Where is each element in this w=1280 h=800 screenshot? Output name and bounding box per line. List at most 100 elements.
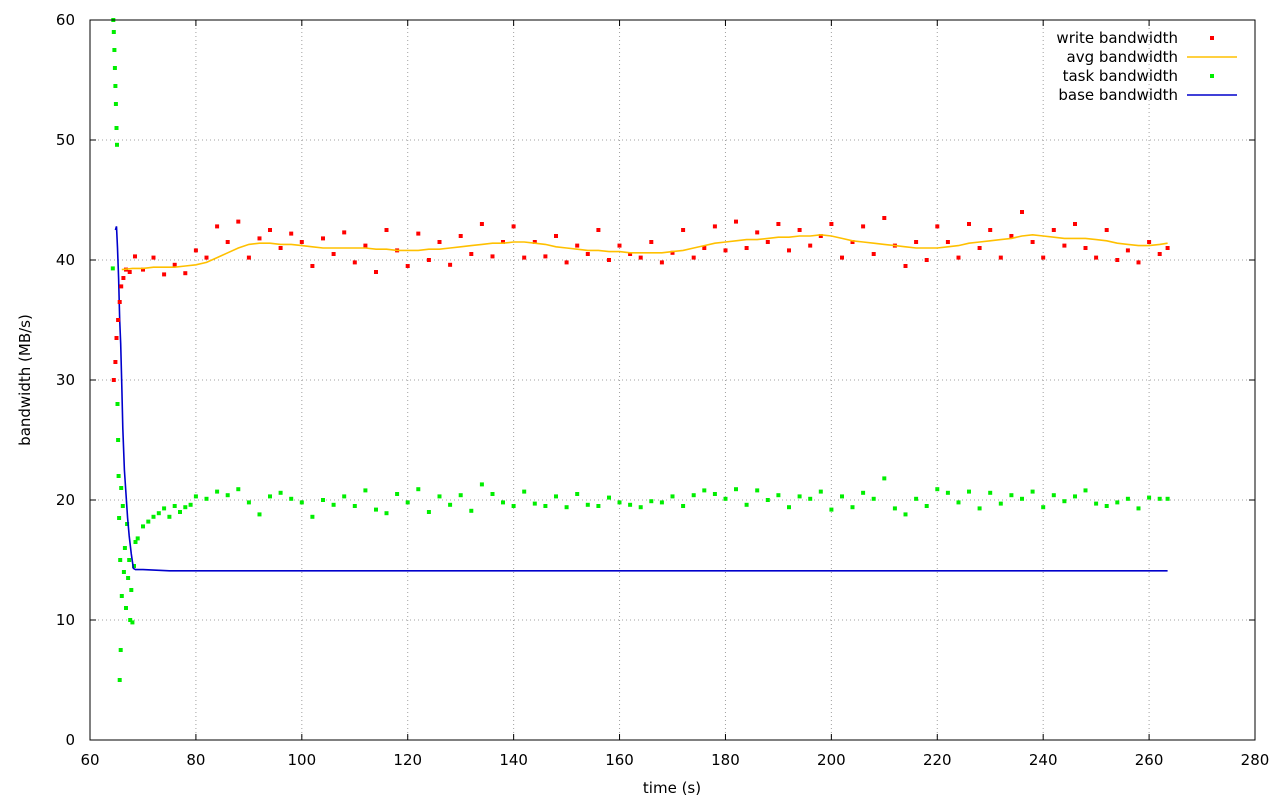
write-bandwidth-point	[787, 248, 791, 253]
write-bandwidth-point	[628, 252, 633, 256]
write-bandwidth-point	[342, 230, 347, 235]
task-bandwidth-point	[115, 142, 119, 147]
task-bandwidth-point	[117, 678, 122, 682]
base-bandwidth-series	[114, 226, 1168, 572]
task-bandwidth-point	[787, 505, 791, 510]
task-bandwidth-point	[342, 494, 347, 499]
write-bandwidth-point	[121, 276, 126, 280]
y-axis-label: bandwidth (MB/s)	[16, 314, 34, 446]
task-bandwidth-point	[935, 487, 940, 492]
task-bandwidth-point	[118, 648, 123, 652]
task-bandwidth-point	[112, 66, 117, 70]
avg-bandwidth-line	[121, 233, 1168, 271]
legend-item-base-bandwidth: base bandwidth	[1058, 86, 1237, 104]
write-bandwidth-point	[734, 219, 738, 224]
x-tick-label: 220	[923, 751, 952, 769]
task-bandwidth-point	[215, 489, 220, 494]
task-bandwidth-point	[861, 490, 866, 495]
legend-item-task-bandwidth: task bandwidth	[1063, 67, 1214, 85]
write-bandwidth-point	[310, 264, 315, 268]
write-bandwidth-point	[607, 258, 611, 262]
task-bandwidth-point	[278, 490, 283, 495]
task-bandwidth-point	[871, 496, 876, 501]
task-bandwidth-point	[988, 490, 993, 495]
write-bandwidth-point	[127, 270, 132, 274]
y-tick-label: 40	[56, 251, 75, 269]
task-bandwidth-point	[543, 504, 548, 508]
task-bandwidth-point	[426, 510, 431, 514]
write-bandwidth-point	[119, 284, 124, 289]
write-bandwidth-point	[691, 255, 696, 260]
write-bandwidth-point	[850, 240, 855, 244]
task-bandwidth-point	[734, 487, 738, 492]
x-axis-label: time (s)	[643, 779, 701, 797]
task-bandwidth-point	[1073, 494, 1077, 499]
task-bandwidth-point	[299, 500, 304, 505]
task-bandwidth-point	[120, 504, 125, 508]
write-bandwidth-point	[363, 243, 368, 248]
write-bandwidth-point	[554, 234, 558, 238]
task-bandwidth-point	[127, 558, 132, 562]
write-bandwidth-point	[1020, 210, 1024, 214]
write-bandwidth-point	[172, 262, 177, 267]
task-bandwidth-point	[113, 102, 118, 106]
write-bandwidth-point	[299, 240, 304, 244]
task-bandwidth-point	[638, 505, 643, 510]
write-bandwidth-point	[183, 271, 188, 276]
write-bandwidth-point	[111, 378, 116, 382]
write-bandwidth-point	[1073, 222, 1077, 226]
write-bandwidth-point	[225, 240, 230, 244]
write-bandwidth-point	[1051, 228, 1056, 232]
write-bandwidth-series	[111, 210, 1170, 382]
task-bandwidth-point	[1094, 501, 1099, 506]
y-tick-label: 30	[56, 371, 75, 389]
write-bandwidth-point	[829, 222, 834, 226]
write-bandwidth-point	[744, 246, 749, 250]
task-bandwidth-point	[1165, 496, 1170, 501]
write-bandwidth-point	[977, 246, 982, 250]
write-bandwidth-point	[1041, 255, 1046, 260]
task-bandwidth-point	[882, 476, 887, 481]
write-bandwidth-point	[861, 224, 866, 229]
write-bandwidth-point	[1030, 240, 1035, 244]
write-bandwidth-point	[133, 254, 137, 259]
task-bandwidth-point	[130, 620, 135, 625]
write-bandwidth-point	[193, 248, 198, 253]
task-bandwidth-point	[113, 84, 118, 88]
task-bandwidth-point	[236, 487, 241, 492]
task-bandwidth-point	[681, 504, 686, 508]
write-bandwidth-point	[113, 360, 118, 364]
write-bandwidth-point	[945, 240, 950, 244]
legend-label: base bandwidth	[1058, 86, 1178, 104]
task-bandwidth-point	[112, 48, 117, 52]
write-bandwidth-point	[469, 252, 474, 256]
task-bandwidth-point	[119, 594, 124, 598]
x-tick-label: 260	[1135, 751, 1164, 769]
task-bandwidth-point	[1115, 500, 1120, 505]
task-bandwidth-point	[744, 502, 749, 507]
write-bandwidth-point	[564, 260, 569, 265]
task-bandwidth-point	[914, 496, 919, 501]
legend-label: write bandwidth	[1056, 29, 1178, 47]
series-layer	[110, 18, 1170, 682]
x-tick-label: 240	[1029, 751, 1058, 769]
task-bandwidth-point	[141, 524, 145, 529]
write-bandwidth-point	[268, 228, 272, 232]
write-bandwidth-point	[882, 216, 887, 220]
task-bandwidth-point	[712, 492, 717, 496]
task-bandwidth-point	[117, 516, 122, 520]
legend-item-avg-bandwidth: avg bandwidth	[1067, 48, 1237, 66]
task-bandwidth-point	[649, 499, 654, 504]
task-bandwidth-point	[395, 492, 400, 496]
write-bandwidth-point	[257, 236, 262, 241]
task-bandwidth-point	[119, 486, 124, 490]
write-bandwidth-point	[1104, 228, 1109, 232]
task-bandwidth-point	[129, 588, 134, 592]
write-bandwidth-point	[871, 252, 876, 256]
task-bandwidth-point	[125, 522, 130, 526]
task-bandwidth-point	[840, 494, 844, 499]
write-bandwidth-point	[141, 267, 145, 272]
write-bandwidth-point	[1062, 243, 1067, 248]
